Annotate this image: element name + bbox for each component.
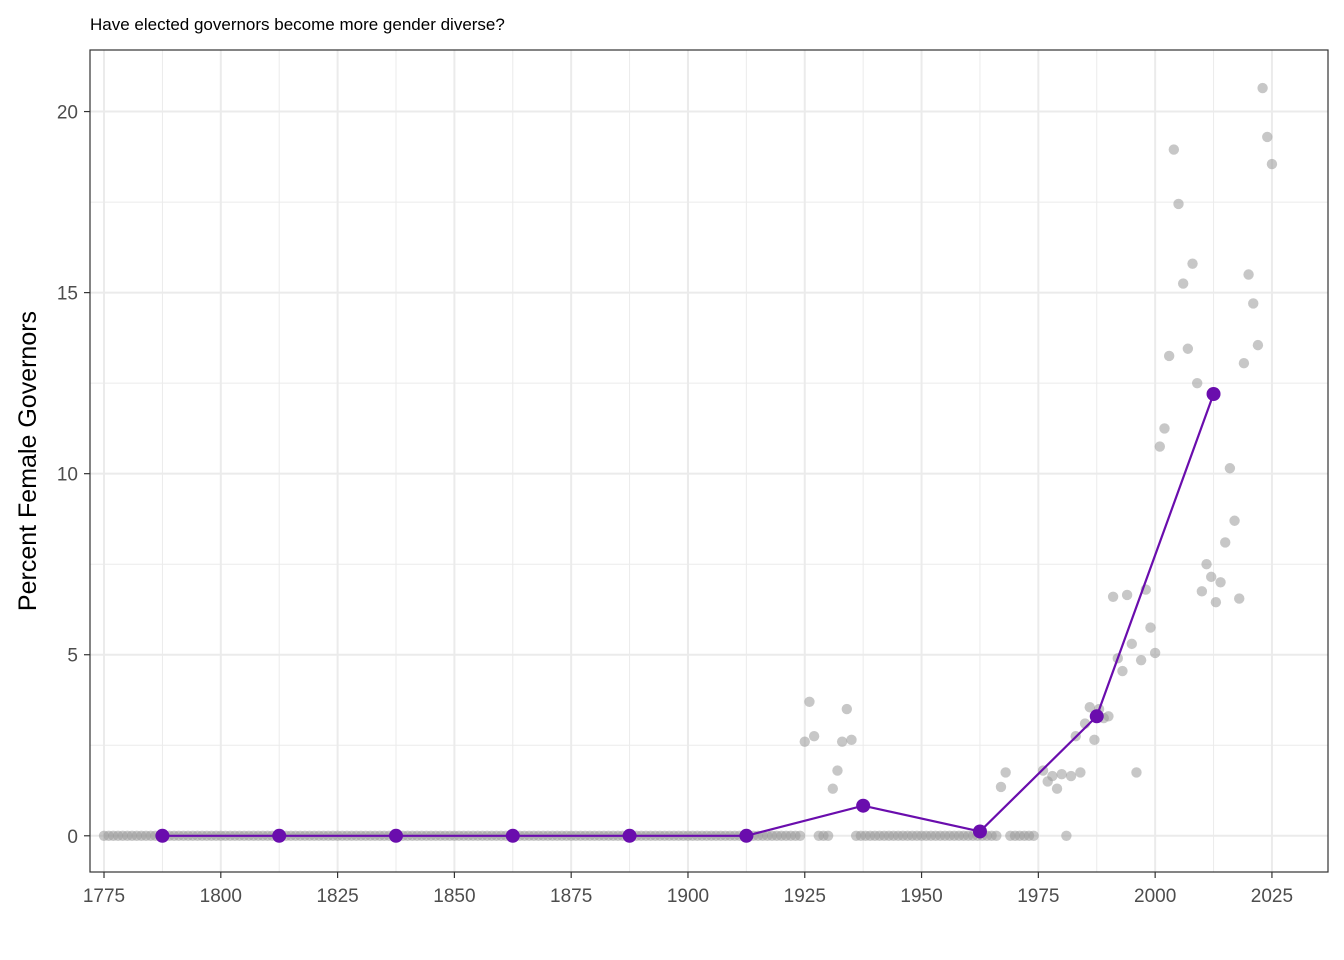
scatter-point: [1257, 82, 1268, 94]
x-axis: 1775 1800 1825 1850 1875 1900 1925 1950 1975 2000…: [83, 872, 1293, 907]
trend-point: [388, 828, 403, 843]
trend-point: [739, 828, 754, 843]
scatter-point: [1210, 597, 1222, 608]
scatter-point: [1196, 586, 1208, 597]
grid: [90, 50, 1328, 872]
scatter-point: [1201, 559, 1212, 570]
y-tick-label: 10: [57, 465, 78, 486]
scatter-point: [832, 765, 843, 776]
trend-line: [155, 387, 1221, 843]
x-tick-label: 2000: [1134, 886, 1176, 907]
trend-point: [1089, 709, 1104, 724]
x-tick-label: 1900: [667, 886, 709, 907]
y-tick-label: 5: [67, 646, 78, 667]
scatter-point: [827, 783, 838, 794]
scatter-point: [1215, 577, 1226, 588]
scatter-point: [1117, 665, 1128, 677]
scatter-point: [1266, 158, 1278, 170]
scatter-point: [1135, 654, 1147, 666]
chart-title: Have elected governors become more gende…: [90, 15, 505, 34]
scatter-point: [1131, 767, 1142, 778]
x-tick-label: 2025: [1251, 886, 1293, 907]
scatter-point: [1159, 423, 1170, 434]
scatter-point: [1191, 377, 1203, 389]
scatter-point: [799, 736, 810, 747]
scatter-point: [836, 736, 848, 747]
trend-point: [622, 828, 637, 843]
y-tick-label: 0: [67, 827, 78, 848]
scatter-point: [1238, 358, 1250, 369]
scatter-point: [1056, 769, 1067, 780]
scatter-point: [1163, 350, 1175, 362]
scatter-point: [1107, 591, 1119, 602]
y-axis-label: Percent Female Governors: [14, 311, 42, 611]
panel-border: [89, 49, 1329, 873]
y-tick-label: 20: [57, 103, 78, 124]
scatter-point: [1154, 441, 1166, 452]
scatter-point: [1075, 767, 1086, 778]
trend-point: [155, 828, 170, 843]
x-tick-label: 1975: [1017, 886, 1059, 907]
trend-line-path: [162, 393, 1215, 837]
x-tick-label: 1850: [433, 886, 475, 907]
scatter-point: [822, 830, 834, 841]
scatter-point: [841, 703, 853, 715]
scatter-point: [991, 830, 1002, 841]
scatter-point: [1173, 198, 1184, 210]
trend-point: [505, 828, 520, 843]
scatter-point: [1149, 647, 1161, 659]
x-tick-label: 1875: [550, 886, 592, 907]
scatter-point: [1177, 278, 1189, 289]
x-tick-label: 1775: [83, 886, 125, 907]
scatter-point: [1047, 770, 1058, 782]
scatter-point: [1061, 830, 1072, 841]
trend-point: [972, 824, 987, 839]
y-axis: 0 5 10 15 20: [57, 103, 90, 848]
scatter-point: [794, 830, 806, 841]
x-tick-label: 1800: [200, 886, 242, 907]
scatter-point: [808, 731, 820, 742]
scatter-point: [1084, 702, 1095, 713]
scatter-point: [1103, 711, 1114, 722]
scatter-point: [1126, 638, 1137, 650]
scatter-point: [1248, 298, 1259, 309]
scatter-point: [1252, 339, 1264, 351]
scatter-point: [1145, 622, 1156, 633]
scatter-point: [1065, 770, 1077, 782]
scatter-point: [1028, 830, 1039, 841]
scatter-point: [1243, 269, 1254, 280]
x-tick-label: 1925: [784, 886, 826, 907]
scatter-point: [1220, 537, 1231, 548]
scatter-point: [846, 734, 857, 746]
trend-point: [856, 798, 871, 813]
scatter-point: [995, 781, 1007, 793]
scatter-point: [1229, 515, 1240, 526]
scatter-point: [1000, 767, 1011, 778]
scatter-point: [1224, 463, 1236, 474]
trend-point: [1206, 387, 1221, 402]
y-tick-label: 15: [57, 284, 78, 305]
trend-point: [272, 828, 287, 843]
scatter-point: [1182, 343, 1194, 354]
scatter-point: [1187, 258, 1198, 269]
scatter-point: [1089, 734, 1100, 746]
scatter-point: [1262, 131, 1273, 143]
x-tick-label: 1825: [316, 886, 358, 907]
scatter-point: [1206, 571, 1217, 583]
scatter-point: [1234, 593, 1245, 604]
scatter-point: [1121, 589, 1133, 601]
scatter-point: [804, 696, 815, 708]
x-tick-label: 1950: [900, 886, 942, 907]
scatter-point: [1051, 783, 1063, 794]
scatter-point: [1168, 144, 1180, 155]
